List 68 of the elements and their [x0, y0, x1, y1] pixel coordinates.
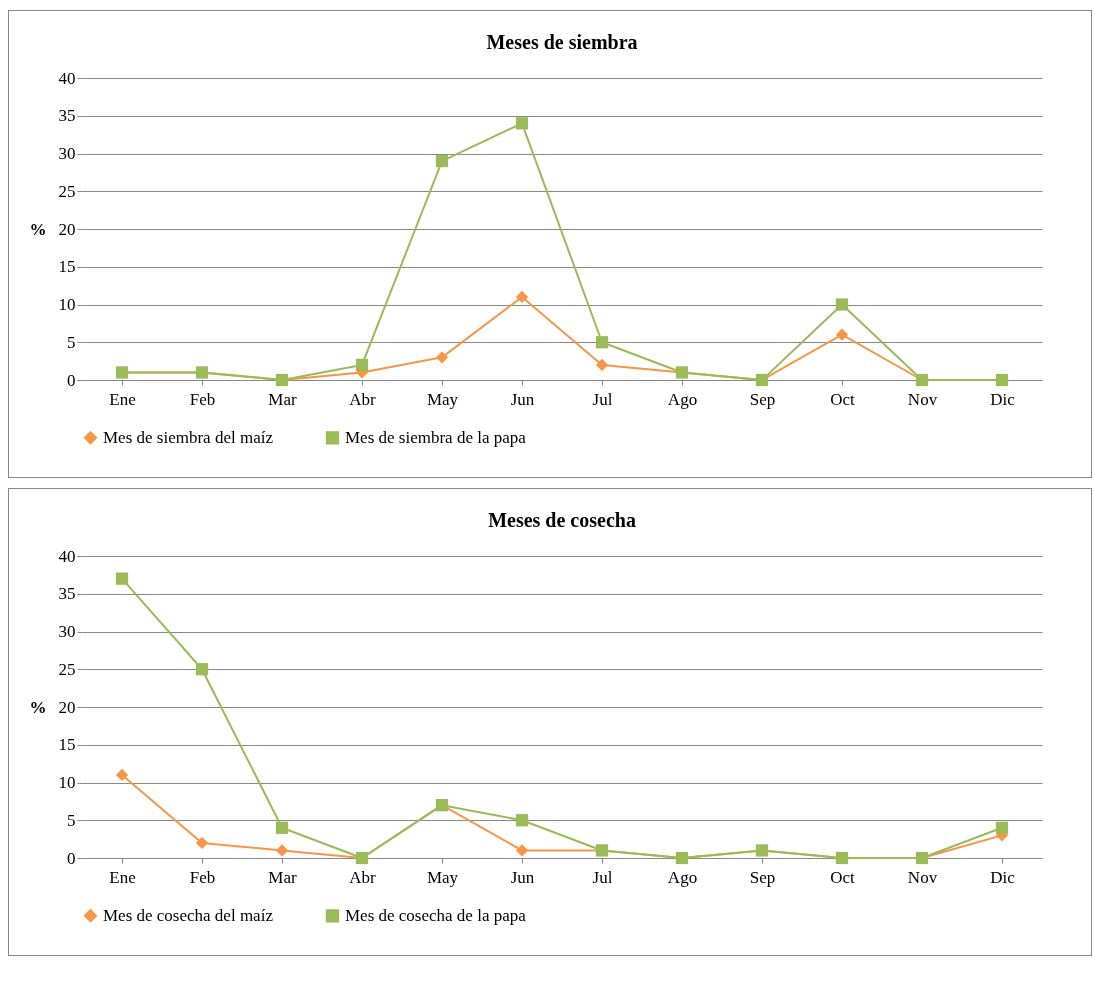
- y-tick-label: 15: [58, 735, 76, 755]
- point: [435, 351, 449, 364]
- x-tick-label: Jul: [592, 389, 613, 409]
- y-tick-label: 35: [58, 106, 76, 126]
- point: [515, 117, 529, 130]
- chart-title: Meses de siembra: [486, 31, 638, 53]
- x-tick-label: Sep: [749, 389, 776, 409]
- y-tick-label: 35: [58, 584, 76, 604]
- chart-title: Meses de cosecha: [488, 509, 636, 531]
- x-tick-label: Ene: [109, 389, 136, 409]
- point: [595, 336, 609, 349]
- x-tick-label: Ene: [109, 867, 136, 887]
- point: [835, 328, 849, 341]
- point: [275, 821, 289, 834]
- x-tick-label: May: [426, 867, 459, 887]
- legend-label: Mes de siembra de la papa: [345, 427, 527, 447]
- y-axis-title: %: [29, 697, 47, 717]
- y-tick-label: 20: [58, 219, 76, 239]
- point: [115, 768, 129, 782]
- y-tick-label: 10: [58, 295, 76, 314]
- y-tick-label: 25: [58, 659, 76, 679]
- y-tick-label: 0: [67, 370, 76, 390]
- y-tick-label: 30: [58, 622, 76, 641]
- y-axis-title: %: [29, 219, 47, 239]
- x-tick-label: Oct: [830, 867, 856, 887]
- y-tick-label: 40: [58, 68, 76, 88]
- x-tick-label: Sep: [749, 867, 776, 887]
- x-tick-label: Feb: [189, 867, 216, 887]
- point: [595, 358, 609, 372]
- point: [195, 663, 209, 676]
- x-tick-label: Abr: [349, 389, 377, 409]
- y-tick-label: 5: [67, 332, 76, 352]
- x-tick-label: Jun: [510, 867, 535, 887]
- point: [435, 154, 449, 168]
- point: [195, 836, 209, 850]
- point: [515, 844, 529, 857]
- x-tick-label: Oct: [830, 389, 856, 409]
- x-tick-label: Dic: [990, 389, 1016, 409]
- y-tick-label: 30: [58, 144, 76, 163]
- legend-label: Mes de siembra del maíz: [103, 427, 274, 447]
- point: [115, 572, 129, 585]
- x-tick-label: Mar: [268, 867, 297, 887]
- y-tick-label: 40: [58, 546, 76, 566]
- x-tick-label: Jun: [510, 389, 535, 409]
- y-tick-label: 25: [58, 181, 76, 201]
- y-tick-label: 5: [67, 810, 76, 830]
- x-tick-label: Nov: [907, 867, 938, 887]
- x-tick-label: Abr: [349, 867, 377, 887]
- x-tick-label: Feb: [189, 389, 216, 409]
- y-tick-label: 0: [67, 848, 76, 868]
- point: [995, 821, 1009, 834]
- y-tick-label: 20: [58, 697, 76, 717]
- point: [355, 358, 369, 372]
- x-tick-label: Ago: [667, 867, 698, 887]
- legend-label: Mes de cosecha de la papa: [345, 905, 527, 925]
- x-tick-label: Ago: [667, 389, 698, 409]
- x-tick-label: Mar: [268, 389, 297, 409]
- point: [275, 844, 289, 857]
- x-tick-label: Nov: [907, 389, 938, 409]
- y-tick-label: 10: [58, 773, 76, 792]
- x-tick-label: Dic: [990, 867, 1016, 887]
- point: [515, 290, 529, 304]
- point: [835, 298, 849, 311]
- point: [515, 814, 529, 827]
- y-tick-label: 15: [58, 257, 76, 277]
- legend-label: Mes de cosecha del maíz: [103, 905, 274, 925]
- x-tick-label: Jul: [592, 867, 613, 887]
- x-tick-label: May: [426, 389, 459, 409]
